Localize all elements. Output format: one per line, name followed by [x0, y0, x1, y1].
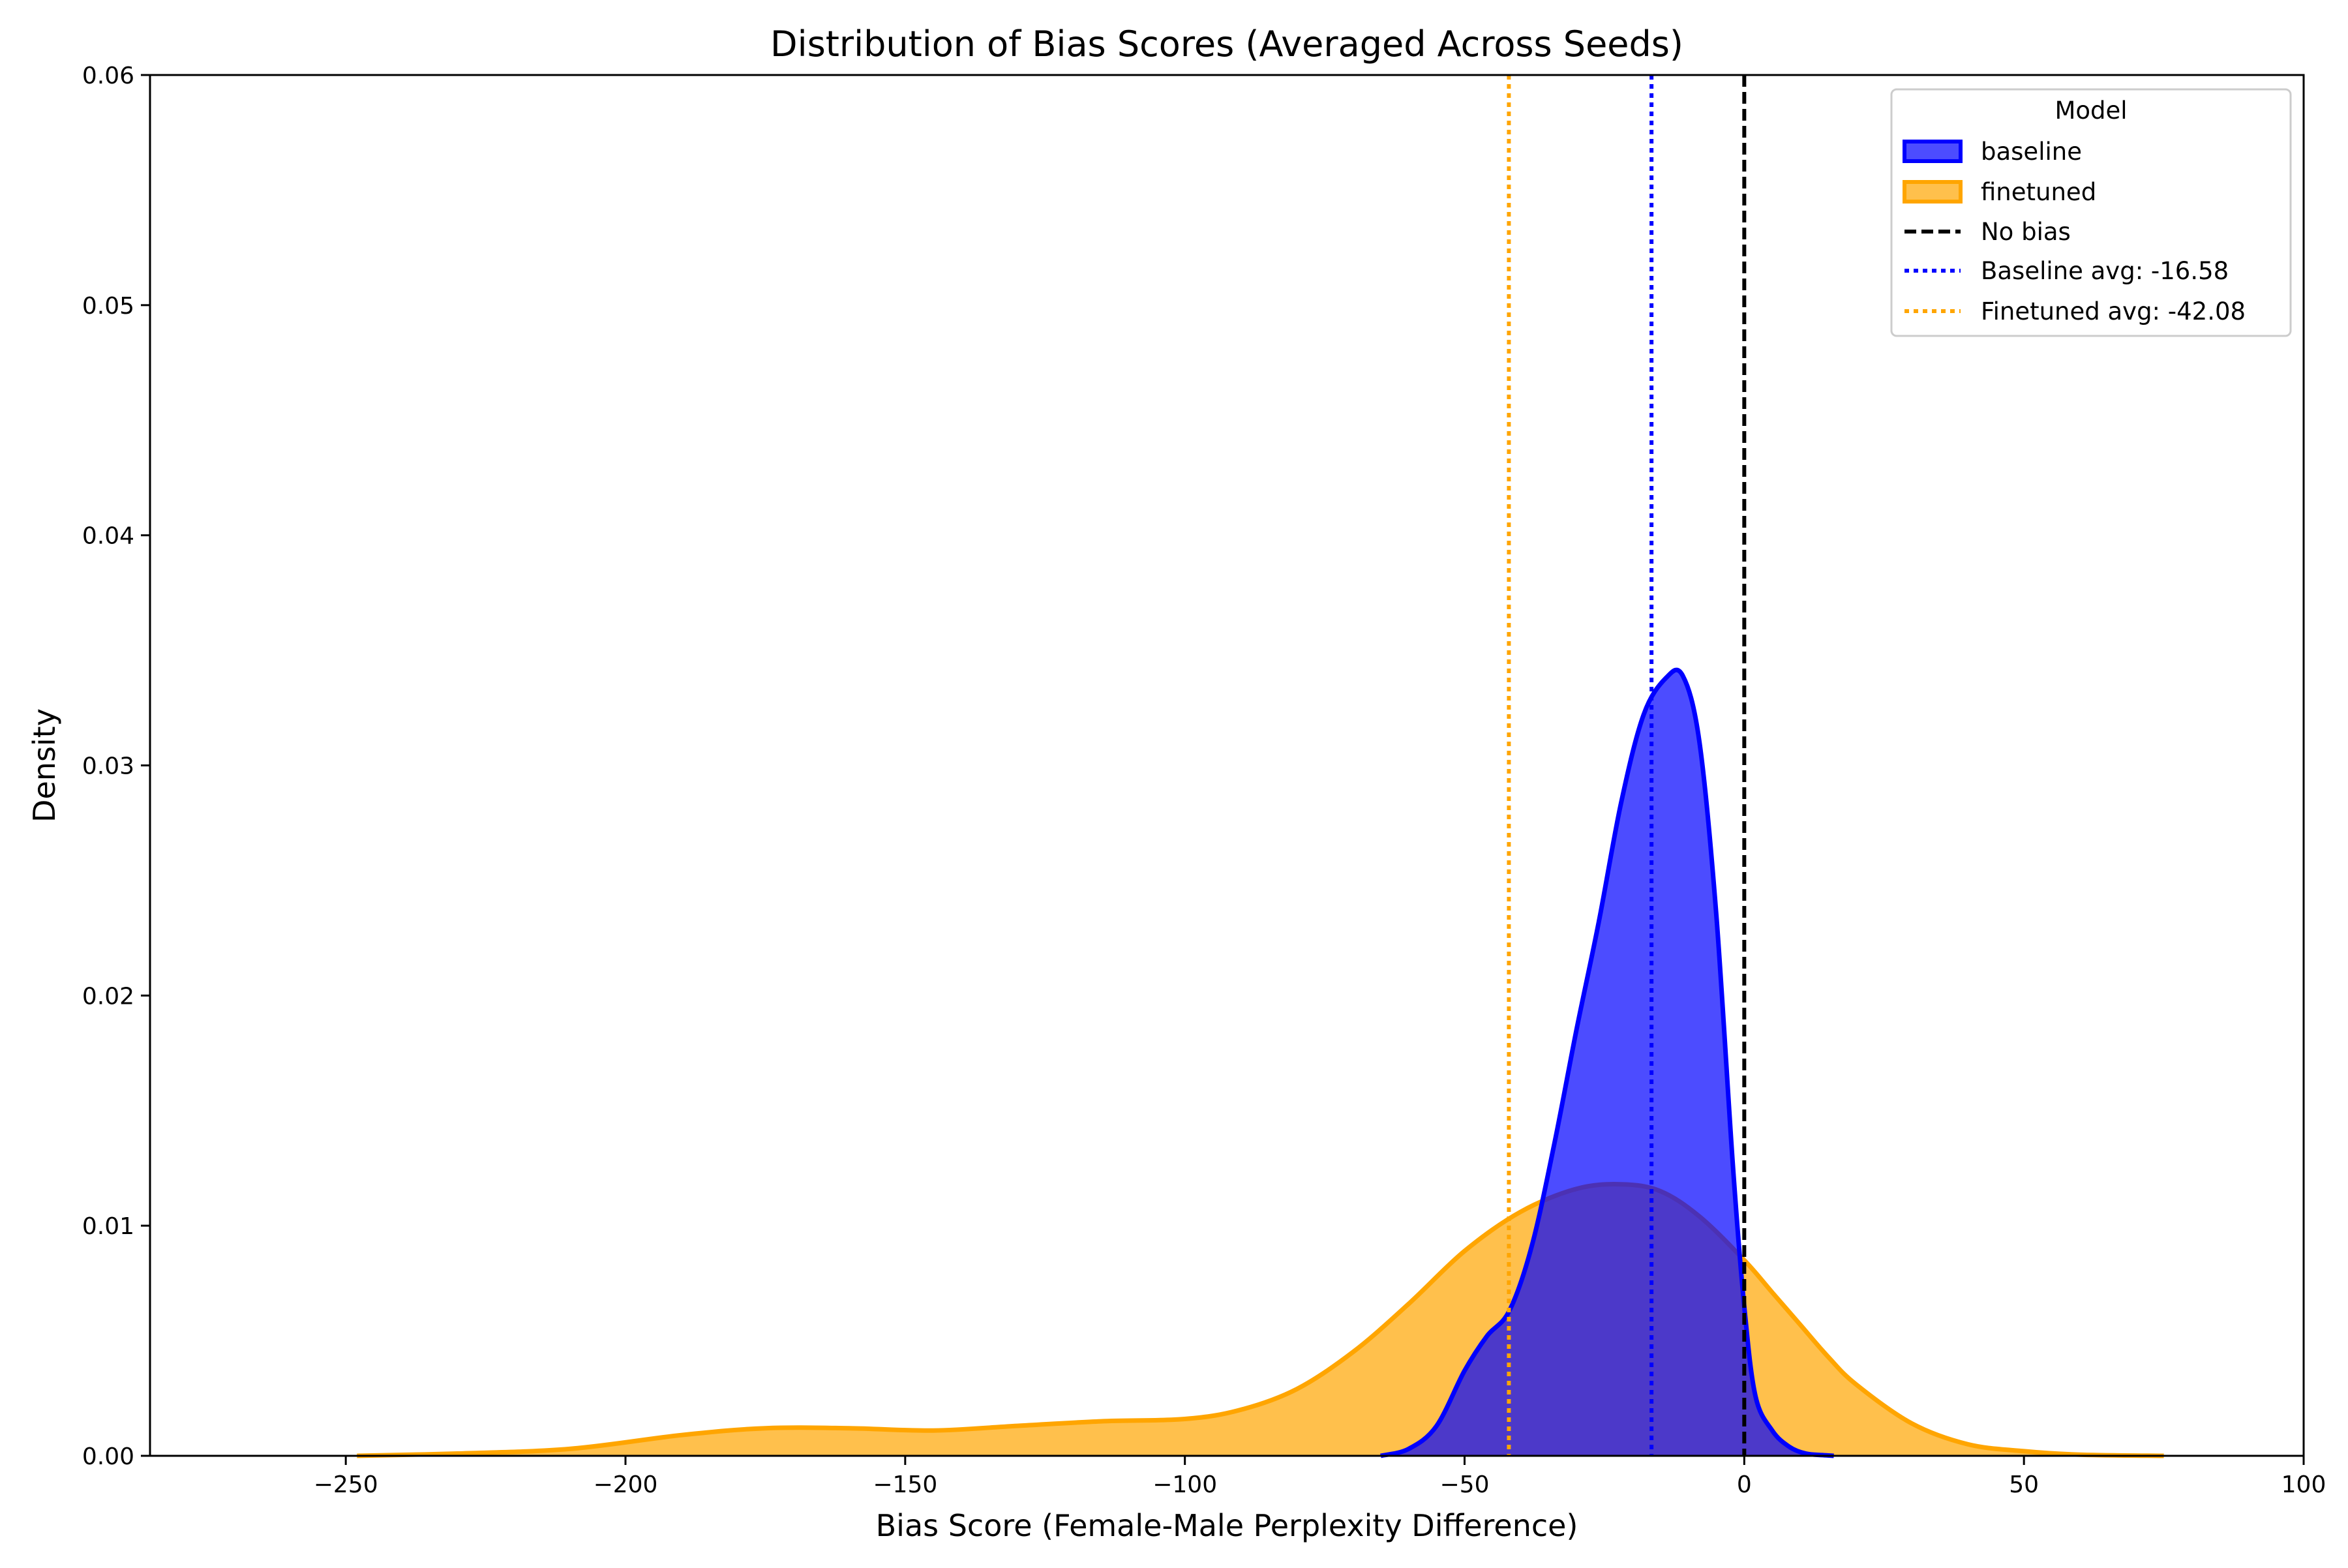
x-tick-label: −100 [1152, 1471, 1217, 1498]
axes: −250 −200 −150 −100 −50 0 50 100 0.00 0.01 0.02 0.0… [82, 63, 2326, 1498]
reference-line-2-legend-label: Finetuned avg: -42.08 [1981, 297, 2246, 325]
y-tick-label: 0.00 [82, 1443, 134, 1470]
baseline-density-area [1380, 670, 1834, 1456]
baseline-legend-label: baseline [1981, 138, 2082, 166]
chart-title: Distribution of Bias Scores (Averaged Ac… [770, 23, 1683, 65]
finetuned-legend-swatch [1903, 180, 1963, 204]
y-tick-label: 0.02 [82, 983, 134, 1010]
baseline-density-line [1380, 667, 1834, 1458]
reference-line-1-legend-label: Baseline avg: -16.58 [1981, 257, 2229, 285]
x-tick-label: −150 [873, 1471, 937, 1498]
y-tick-label: 0.06 [82, 63, 134, 89]
x-axis-label: Bias Score (Female-Male Perplexity Diffe… [876, 1508, 1578, 1543]
x-tick-label: −50 [1440, 1471, 1490, 1498]
x-tick-label: 0 [1737, 1471, 1752, 1498]
y-tick-label: 0.04 [82, 523, 134, 550]
finetuned-legend-label: finetuned [1981, 178, 2096, 206]
series-layer [357, 667, 2164, 1458]
y-tick-label: 0.01 [82, 1213, 134, 1240]
y-tick-label: 0.03 [82, 753, 134, 780]
x-tick-label: 50 [2009, 1471, 2039, 1498]
y-axis-label: Density [27, 708, 62, 822]
x-tick-label: 100 [2281, 1471, 2326, 1498]
legend-box [1890, 88, 2292, 337]
legend-title: Model [2054, 97, 2127, 125]
reference-lines [1507, 75, 1747, 1456]
x-tick-label: −250 [314, 1471, 378, 1498]
legend: Model baseline finetuned No bias Baseline av… [1890, 88, 2292, 337]
y-tick-label: 0.05 [82, 293, 134, 320]
finetuned-density-line [357, 1182, 2164, 1458]
x-tick-label: −200 [594, 1471, 658, 1498]
baseline-legend-swatch [1903, 140, 1963, 163]
reference-line-0-legend-label: No bias [1981, 218, 2071, 246]
